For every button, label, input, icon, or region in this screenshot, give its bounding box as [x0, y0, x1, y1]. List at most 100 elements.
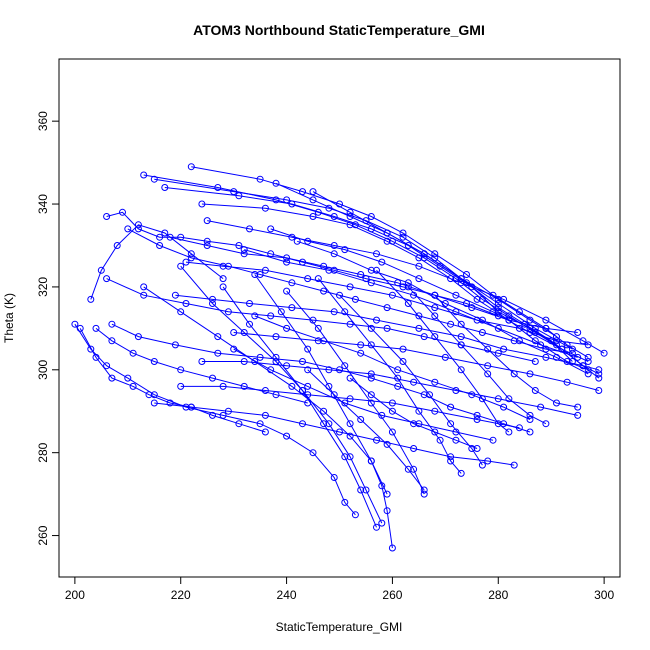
data-point: [447, 453, 455, 461]
data-point: [457, 333, 465, 341]
data-point: [404, 300, 412, 307]
data-point: [441, 300, 449, 307]
data-point: [542, 353, 550, 361]
data-point: [283, 254, 291, 262]
data-point: [431, 378, 439, 386]
data-point: [373, 316, 380, 324]
data-point: [463, 271, 470, 278]
data-point: [97, 266, 105, 274]
data-point: [304, 237, 312, 245]
data-point: [235, 192, 243, 200]
data-point: [510, 370, 518, 378]
series-line: [349, 377, 478, 449]
series-24: [336, 291, 486, 469]
data-point: [473, 316, 481, 324]
data-point: [330, 308, 338, 316]
data-point: [584, 370, 592, 378]
series-line: [111, 323, 531, 433]
data-point: [272, 179, 280, 187]
series-38: [304, 366, 428, 494]
data-point: [515, 424, 523, 432]
data-point: [383, 229, 391, 237]
data-point: [177, 308, 185, 316]
series-35: [272, 179, 560, 341]
data-point: [299, 188, 306, 196]
series-line: [297, 240, 589, 375]
series-40: [92, 324, 312, 407]
x-tick-label: 260: [382, 588, 402, 602]
series-29: [124, 225, 576, 357]
data-point: [261, 204, 269, 212]
data-point: [240, 250, 248, 258]
data-point: [420, 333, 428, 341]
data-point: [240, 382, 248, 390]
data-point: [325, 420, 333, 428]
data-point: [404, 283, 412, 291]
series-line: [286, 290, 425, 495]
data-point: [171, 341, 179, 349]
data-point: [563, 378, 571, 386]
data-point: [367, 399, 375, 407]
data-point: [410, 378, 418, 386]
data-point: [309, 196, 317, 204]
data-point: [553, 333, 560, 341]
series-25: [373, 266, 513, 436]
data-point: [288, 382, 296, 390]
data-point: [494, 420, 502, 428]
data-point: [357, 349, 365, 357]
x-tick-label: 300: [594, 588, 614, 602]
data-point: [394, 279, 402, 287]
data-point: [600, 349, 608, 357]
data-point: [574, 353, 582, 361]
data-point: [92, 324, 100, 332]
data-point: [478, 461, 486, 469]
data-point: [553, 337, 560, 345]
data-point: [436, 436, 444, 444]
data-point: [452, 291, 460, 299]
data-point: [542, 316, 550, 324]
data-point: [351, 295, 359, 303]
data-point: [431, 428, 439, 436]
data-point: [140, 171, 148, 179]
data-point: [283, 258, 291, 266]
data-point: [468, 391, 476, 399]
data-point: [531, 358, 539, 365]
data-point: [383, 304, 391, 312]
data-point: [330, 474, 338, 481]
data-point: [431, 291, 439, 299]
data-point: [203, 242, 211, 249]
data-point: [399, 229, 407, 237]
plot-frame: [58, 58, 621, 578]
data-point: [124, 225, 132, 233]
data-point: [415, 407, 423, 415]
data-point: [531, 337, 539, 345]
data-point: [415, 262, 423, 270]
data-point: [494, 295, 502, 303]
series-line: [407, 286, 547, 425]
data-point: [484, 457, 492, 465]
data-point: [463, 300, 470, 307]
series-line: [106, 211, 499, 317]
data-point: [426, 391, 433, 399]
data-point: [156, 233, 164, 241]
data-point: [314, 324, 322, 332]
data-point: [272, 391, 280, 399]
data-point: [304, 382, 312, 390]
data-point: [134, 221, 142, 229]
data-point: [399, 345, 407, 353]
y-tick-label: 280: [36, 442, 50, 462]
data-point: [267, 366, 275, 374]
data-point: [336, 200, 343, 208]
series-22: [283, 287, 428, 498]
data-point: [272, 196, 280, 204]
data-point: [568, 345, 576, 353]
data-point: [367, 279, 375, 287]
data-point: [367, 324, 375, 332]
data-point: [140, 291, 148, 299]
data-point: [256, 420, 264, 428]
data-point: [346, 395, 354, 403]
data-point: [140, 283, 148, 291]
data-point: [484, 370, 492, 378]
data-point: [574, 411, 582, 419]
data-point: [246, 320, 253, 328]
